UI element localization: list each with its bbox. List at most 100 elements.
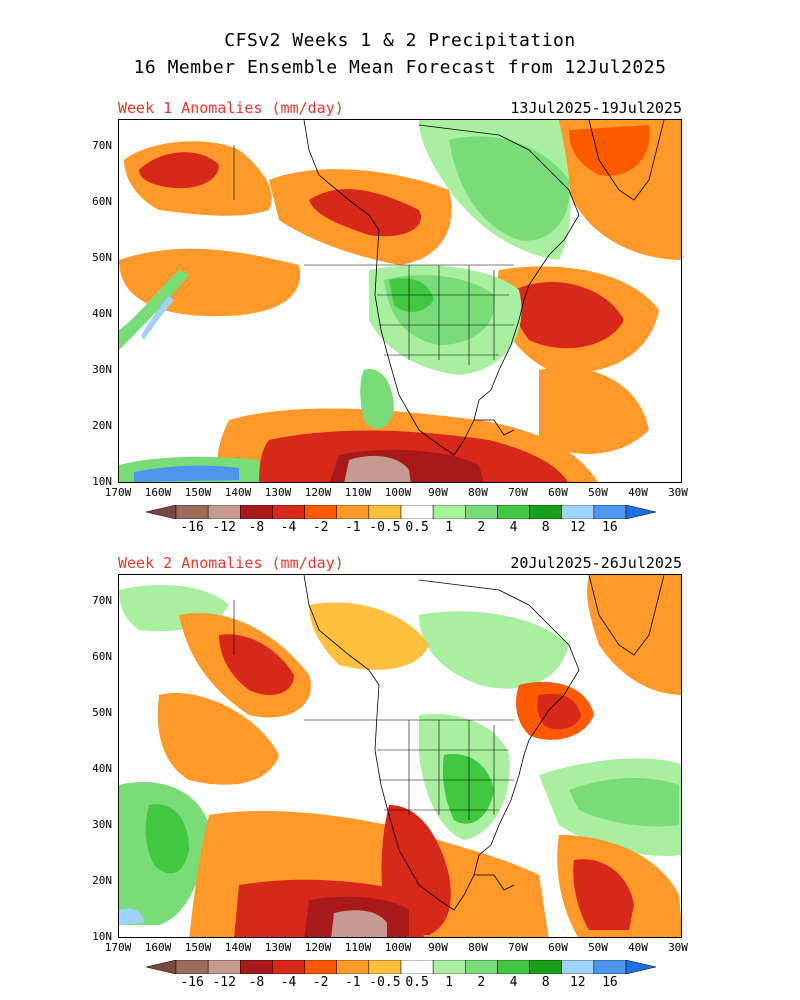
colorbar-tick-label: -12 xyxy=(212,975,236,990)
colorbar-tick-label: -0.5 xyxy=(369,975,401,990)
w2-lat-60: 60N xyxy=(92,650,112,663)
week1-anomaly-field xyxy=(119,120,681,482)
w2-dry-greenland xyxy=(587,575,681,695)
w1-lon-100w: 100W xyxy=(384,486,412,499)
week2-anomaly-field xyxy=(119,575,681,937)
w2-lat-20: 20N xyxy=(92,874,112,887)
colorbar-swatch xyxy=(465,959,498,975)
colorbar-swatch xyxy=(368,959,402,975)
colorbar-swatch xyxy=(272,504,305,520)
w1-lon-140w: 140W xyxy=(224,486,252,499)
w2-lon-160w: 160W xyxy=(144,941,172,954)
colorbar-tick-label: -4 xyxy=(280,975,297,990)
w2-lon-30w: 30W xyxy=(668,941,688,954)
w1-lon-170w: 170W xyxy=(104,486,132,499)
colorbar-tick-label: 8 xyxy=(541,520,550,535)
colorbar-tick-label: 16 xyxy=(602,975,618,990)
w2-lon-170w: 170W xyxy=(104,941,132,954)
colorbar-swatch xyxy=(529,959,562,975)
w1-lat-10: 10N xyxy=(92,475,112,488)
colorbar-swatch xyxy=(561,959,595,975)
w2-lat-40: 40N xyxy=(92,762,112,775)
w1-wet-pacific-band-core xyxy=(141,296,174,340)
colorbar-tick-label: 0.5 xyxy=(405,520,429,535)
w2-lon-120w: 120W xyxy=(304,941,332,954)
w1-coastline xyxy=(303,120,665,456)
w2-lon-110w: 110W xyxy=(344,941,372,954)
w2-lon-70w: 70W xyxy=(508,941,528,954)
colorbar-tick-label: -2 xyxy=(312,975,329,990)
w1-dry-tropics-brown xyxy=(344,455,411,482)
w2-lat-50: 50N xyxy=(92,706,112,719)
colorbar-swatch xyxy=(207,959,241,975)
w1-dry-alaska-core xyxy=(139,152,219,189)
w2-borders xyxy=(233,600,514,820)
colorbar-swatch xyxy=(272,959,305,975)
cb1-right-arrow xyxy=(625,504,657,520)
w1-lon-30w: 30W xyxy=(668,486,688,499)
w1-lat-70: 70N xyxy=(92,139,112,152)
colorbar-week1 xyxy=(145,504,657,520)
week1-dates: 13Jul2025-19Jul2025 xyxy=(510,99,682,117)
w1-lon-130w: 130W xyxy=(264,486,292,499)
w2-wet-pacific-core xyxy=(145,804,189,874)
colorbar-tick-label: -16 xyxy=(180,520,204,535)
colorbar-week1-swatches xyxy=(145,504,657,520)
colorbar-swatch xyxy=(400,959,434,975)
w1-lon-80w: 80W xyxy=(468,486,488,499)
colorbar-swatch xyxy=(593,504,627,520)
colorbar-tick-label: -4 xyxy=(280,520,297,535)
colorbar-tick-label: -16 xyxy=(180,975,204,990)
w2-dry-atlantic-s-core xyxy=(573,859,634,930)
colorbar-week2 xyxy=(145,959,657,975)
week1-map xyxy=(118,119,682,483)
colorbar-swatch xyxy=(336,959,370,975)
w1-wet-mexico xyxy=(360,369,394,429)
w1-dry-atlantic-core xyxy=(512,281,624,349)
w2-lon-90w: 90W xyxy=(428,941,448,954)
w1-wet-hudson xyxy=(449,136,570,241)
w1-lon-70w: 70W xyxy=(508,486,528,499)
w1-lat-60: 60N xyxy=(92,195,112,208)
colorbar-swatch xyxy=(368,504,402,520)
w1-lat-20: 20N xyxy=(92,419,112,432)
w2-dry-tropics-brown xyxy=(331,910,387,937)
colorbar-swatch xyxy=(465,504,498,520)
w2-lat-10: 10N xyxy=(92,930,112,943)
colorbar-tick-label: 4 xyxy=(509,975,518,990)
w1-lon-150w: 150W xyxy=(184,486,212,499)
colorbar-swatch xyxy=(497,959,530,975)
w2-wet-atlantic-core xyxy=(569,778,679,827)
colorbar-swatch xyxy=(240,504,273,520)
colorbar-tick-label: 2 xyxy=(477,520,486,535)
colorbar-swatch xyxy=(175,959,209,975)
week2-dates: 20Jul2025-26Jul2025 xyxy=(510,554,682,572)
colorbar-tick-label: -8 xyxy=(248,520,265,535)
w1-lon-120w: 120W xyxy=(304,486,332,499)
colorbar-swatch xyxy=(304,959,337,975)
colorbar-swatch xyxy=(304,504,337,520)
w2-wet-pacific-blue xyxy=(119,908,144,925)
w2-lat-30: 30N xyxy=(92,818,112,831)
w2-wet-canada xyxy=(419,611,569,689)
colorbar-swatch xyxy=(207,504,241,520)
week2-map xyxy=(118,574,682,938)
w1-lat-30: 30N xyxy=(92,363,112,376)
w2-dry-newfoundland-core xyxy=(537,693,581,730)
w1-lon-90w: 90W xyxy=(428,486,448,499)
w2-lon-40w: 40W xyxy=(628,941,648,954)
colorbar-tick-label: -1 xyxy=(344,520,361,535)
w2-coastline xyxy=(303,575,665,911)
w2-lon-50w: 50W xyxy=(588,941,608,954)
colorbar-tick-label: 12 xyxy=(569,975,586,990)
colorbar-swatch xyxy=(175,504,209,520)
colorbar-swatch xyxy=(336,504,370,520)
colorbar-tick-label: 1 xyxy=(445,975,454,990)
w2-lon-150w: 150W xyxy=(184,941,212,954)
colorbar-swatch xyxy=(529,504,562,520)
cb1-left-arrow xyxy=(145,504,177,520)
w1-lon-160w: 160W xyxy=(144,486,172,499)
w1-dry-greenland-core xyxy=(569,125,650,176)
colorbar-tick-label: -8 xyxy=(248,975,265,990)
w1-lon-110w: 110W xyxy=(344,486,372,499)
